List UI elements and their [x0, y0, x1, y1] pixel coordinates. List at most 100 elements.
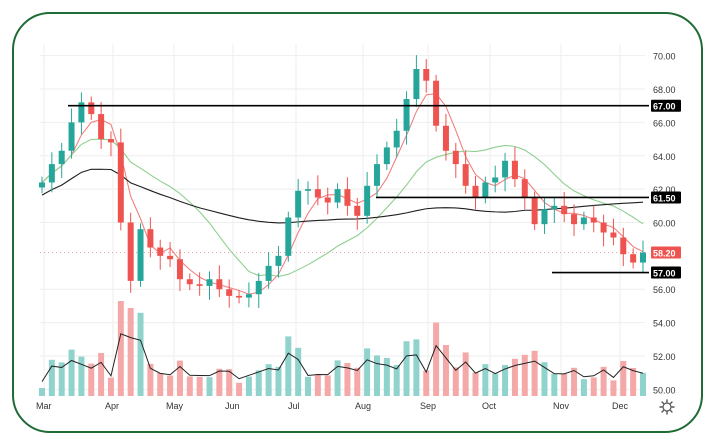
- volume-bar: [324, 375, 331, 396]
- candle: [58, 142, 65, 178]
- candle-body: [610, 232, 617, 238]
- candle-body: [541, 209, 548, 225]
- volume-bar: [354, 367, 361, 396]
- y-tick-label: 62.00: [653, 185, 676, 195]
- candle: [640, 240, 646, 273]
- volume-bar: [541, 362, 548, 396]
- candle-body: [68, 122, 75, 151]
- candle-body: [344, 189, 351, 206]
- volume-bar: [433, 322, 440, 396]
- candle: [167, 242, 174, 268]
- x-tick-label: Aug: [355, 401, 371, 411]
- volume-bar: [295, 347, 302, 396]
- candle-body: [433, 80, 440, 126]
- candle: [314, 175, 321, 206]
- candle: [521, 169, 528, 210]
- level-tag-box: [651, 99, 681, 112]
- candle-body: [492, 177, 499, 183]
- x-tick-label: Mar: [36, 401, 52, 411]
- candle: [344, 177, 351, 216]
- volume-bar: [571, 367, 578, 396]
- volume-bar: [78, 356, 85, 396]
- candle-body: [167, 255, 174, 260]
- candle: [98, 102, 105, 149]
- x-tick-label: Sep: [420, 401, 436, 411]
- candle: [423, 59, 430, 93]
- candle-body: [334, 189, 341, 203]
- volume-bar: [364, 348, 371, 396]
- candle-body: [236, 295, 243, 298]
- volume-bar: [403, 341, 410, 396]
- volume-bar: [216, 368, 223, 396]
- candle-body: [117, 142, 124, 223]
- candle: [590, 205, 597, 233]
- candle: [265, 252, 272, 289]
- candle-body: [393, 130, 400, 148]
- volume-bar: [620, 361, 627, 396]
- candle: [226, 279, 233, 308]
- candle-body: [48, 164, 55, 183]
- y-tick-label: 54.00: [653, 319, 676, 329]
- candle: [600, 214, 607, 247]
- volume-bar: [137, 312, 144, 396]
- candle: [186, 273, 193, 291]
- candle-body: [580, 217, 587, 225]
- volume-bars: [39, 301, 646, 396]
- y-tick-label: 50.00: [653, 385, 676, 395]
- candle-body: [324, 197, 331, 203]
- candle-body: [58, 150, 65, 165]
- candle-body: [88, 102, 95, 115]
- candle: [620, 227, 627, 267]
- candle-body: [462, 164, 469, 186]
- candle: [324, 187, 331, 215]
- candle: [275, 246, 282, 278]
- stock-chart[interactable]: 70.00 68.00 66.00 64.00 62.00 60.00 56.00 54.00…: [14, 14, 703, 433]
- candle: [176, 249, 183, 292]
- volume-bar: [265, 364, 272, 396]
- volume-bar: [196, 376, 203, 396]
- candle-body: [245, 294, 252, 298]
- candle-body: [531, 197, 538, 225]
- candle: [433, 74, 440, 132]
- candle-body: [137, 229, 144, 281]
- candle: [107, 131, 114, 157]
- candle: [334, 183, 341, 209]
- candle-body: [206, 279, 213, 286]
- candle: [413, 55, 420, 107]
- candle: [541, 197, 548, 235]
- candle: [571, 204, 578, 237]
- candle: [364, 171, 371, 224]
- volume-bar: [245, 376, 252, 396]
- y-tick-label: 66.00: [653, 118, 676, 128]
- volume-bar: [423, 370, 430, 396]
- candle-body: [413, 69, 420, 100]
- x-tick-label: Oct: [482, 401, 497, 411]
- volume-bar: [452, 367, 459, 396]
- candle-body: [285, 217, 292, 256]
- candle: [245, 282, 252, 308]
- volume-bar: [442, 345, 449, 396]
- candle-body: [107, 139, 114, 143]
- volume-bar: [305, 376, 312, 396]
- candle-body: [98, 114, 105, 140]
- gear-icon[interactable]: [659, 399, 675, 415]
- volume-bar: [236, 382, 243, 396]
- volume-bar: [472, 372, 479, 396]
- volume-bar: [39, 388, 45, 396]
- support-resistance-lines: [68, 104, 649, 274]
- y-tick-label: 64.00: [653, 152, 676, 162]
- candle-body: [314, 189, 321, 198]
- level-tag-box: [651, 266, 681, 279]
- candle-body: [364, 185, 371, 216]
- candle-body: [620, 237, 627, 255]
- candle: [502, 152, 509, 192]
- level-tag-label: 67.00: [653, 102, 676, 112]
- candle-body: [255, 280, 262, 295]
- x-tick-label: Nov: [553, 401, 570, 411]
- ma-fast-line: [41, 93, 644, 295]
- candle: [492, 165, 499, 193]
- volume-bar: [393, 365, 400, 396]
- candle-body: [147, 229, 154, 248]
- y-tick-label: 60.00: [653, 219, 676, 229]
- candle-body: [157, 247, 164, 256]
